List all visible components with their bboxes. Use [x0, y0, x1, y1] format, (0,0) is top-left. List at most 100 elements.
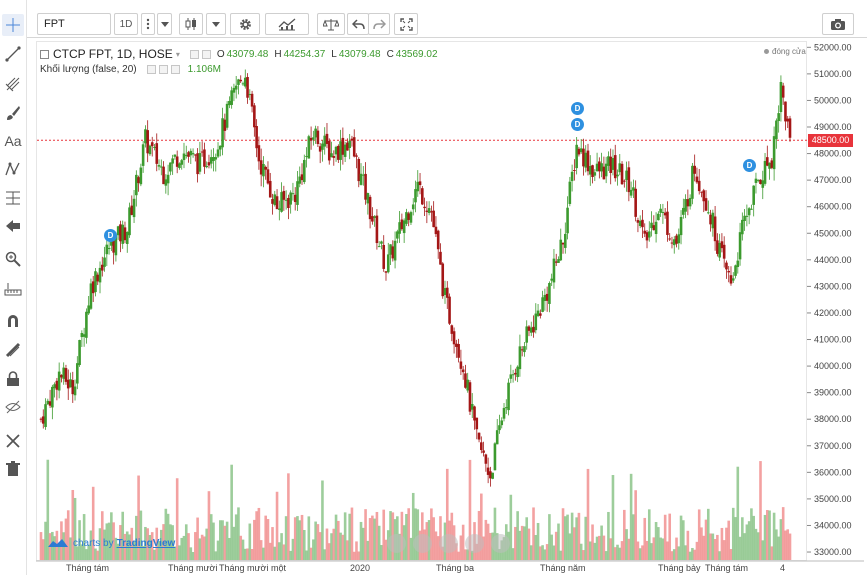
watermark-brand: TradingView: [116, 537, 176, 549]
volume-title: Khối lượng (false, 20): [40, 64, 137, 75]
trend-line-tool[interactable]: [2, 43, 24, 65]
candle-body: [736, 260, 740, 268]
screenshot-button[interactable]: [822, 13, 854, 35]
dividend-badge[interactable]: D: [743, 159, 756, 172]
candle-body: [529, 327, 533, 333]
dividend-badge[interactable]: D: [104, 229, 117, 242]
zoom-out-button[interactable]: [387, 534, 406, 553]
candle-body: [135, 174, 138, 196]
magnet-tool[interactable]: [2, 310, 24, 332]
candle-body: [777, 113, 780, 122]
volume-bar: [321, 480, 324, 560]
candle-body: [684, 199, 687, 212]
candle-body: [704, 198, 708, 211]
text-tool[interactable]: Aa: [2, 130, 24, 152]
lock-drawings-tool[interactable]: [2, 339, 24, 361]
reset-button[interactable]: [491, 534, 510, 553]
candle-body: [745, 215, 749, 217]
lock-tool[interactable]: [2, 368, 24, 390]
candle-body: [103, 257, 106, 267]
volume-bar: [119, 525, 122, 560]
candle-body: [629, 189, 633, 196]
chart-style-button[interactable]: [179, 13, 203, 35]
candle-body: [348, 140, 351, 149]
settings-small-icon[interactable]: [158, 65, 168, 74]
dividend-badge[interactable]: D: [571, 102, 584, 115]
candle-body: [300, 174, 304, 181]
volume-bar: [725, 527, 728, 560]
candle-body: [203, 149, 206, 167]
candle-body: [282, 190, 286, 200]
volume-bar: [634, 490, 637, 560]
candle-body: [132, 198, 136, 218]
volume-bar: [534, 535, 538, 560]
candle-body: [525, 326, 529, 343]
candle-body: [663, 212, 667, 216]
chart-style-dropdown-button[interactable]: [206, 13, 226, 35]
arrow-tool[interactable]: [2, 215, 24, 237]
volume-bar: [302, 530, 306, 560]
undo-button[interactable]: [347, 13, 369, 35]
undo-icon: [351, 18, 365, 29]
volume-bar: [373, 518, 376, 560]
pitchfork-tool[interactable]: [2, 73, 24, 95]
candle-body: [223, 119, 227, 131]
candle-body: [548, 282, 551, 304]
volume-bar: [743, 533, 746, 560]
chevron-down-icon: [212, 21, 220, 27]
pattern-tool[interactable]: [2, 158, 24, 180]
remove-drawings-tool[interactable]: [2, 430, 24, 452]
close-icon[interactable]: [170, 65, 180, 74]
volume-bar: [339, 532, 342, 560]
candle-body: [632, 187, 635, 191]
measure-tool[interactable]: [2, 278, 24, 300]
volume-bar: [309, 547, 313, 560]
settings-button[interactable]: [230, 13, 260, 35]
more-intervals-button[interactable]: [141, 13, 155, 35]
crosshair-tool[interactable]: [2, 14, 24, 36]
candle-body: [702, 190, 706, 202]
dividend-badge[interactable]: D: [571, 118, 584, 131]
candle-body: [768, 162, 771, 169]
settings-small-icon[interactable]: [201, 49, 211, 59]
candle-body: [598, 161, 601, 172]
fullscreen-button[interactable]: [394, 13, 418, 35]
legend-caret-icon[interactable]: ▾: [175, 49, 180, 59]
scroll-right-button[interactable]: [465, 534, 484, 553]
eye-icon[interactable]: [146, 65, 156, 74]
candle-body: [498, 425, 501, 431]
interval-button[interactable]: 1D: [114, 13, 138, 35]
tradingview-watermark[interactable]: charts by TradingView: [47, 537, 175, 549]
volume-bar: [214, 551, 218, 560]
volume-bar: [554, 531, 558, 560]
volume-bar: [343, 512, 347, 560]
symbol-input[interactable]: FPT: [37, 13, 111, 35]
fib-tool[interactable]: [2, 187, 24, 209]
volume-bar: [464, 549, 467, 560]
scroll-left-button[interactable]: [439, 534, 458, 553]
candle-body: [198, 153, 202, 172]
hide-tool[interactable]: [2, 396, 24, 418]
volume-bar: [155, 527, 159, 560]
time-tick-label: Tháng mười: [168, 563, 217, 573]
candle-body: [391, 246, 395, 259]
compare-button[interactable]: [317, 13, 345, 35]
collapse-legend-icon[interactable]: [40, 49, 49, 59]
eye-icon[interactable]: [189, 49, 199, 59]
time-tick-label: Tháng tám: [66, 563, 109, 573]
volume-bar: [627, 538, 631, 560]
candle-body: [382, 244, 386, 269]
candle-body: [196, 153, 199, 175]
brush-tool[interactable]: [2, 102, 24, 124]
candle-body: [214, 157, 218, 160]
trash-tool[interactable]: [2, 458, 24, 480]
candle-body: [654, 221, 658, 235]
interval-dropdown-button[interactable]: [157, 13, 172, 35]
indicators-button[interactable]: [265, 13, 309, 35]
volume-bar: [670, 551, 674, 560]
zoom-tool[interactable]: [2, 248, 24, 270]
candle-body: [194, 154, 197, 156]
zoom-in-button[interactable]: [413, 534, 432, 553]
redo-button[interactable]: [368, 13, 390, 35]
